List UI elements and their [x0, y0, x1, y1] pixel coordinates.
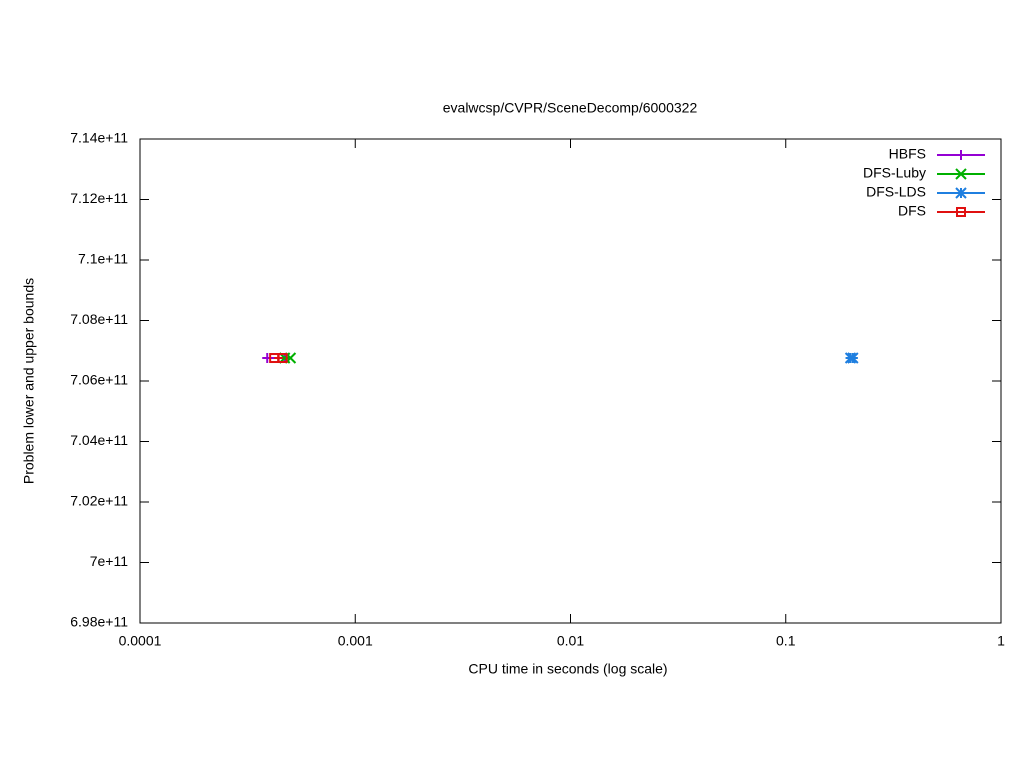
marker-square	[277, 353, 288, 364]
marker-stroke	[955, 187, 967, 199]
chart-title: evalwcsp/CVPR/SceneDecomp/6000322	[443, 100, 698, 116]
legend-label: DFS-Luby	[863, 165, 926, 181]
y-tick-label: 7.12e+11	[70, 190, 128, 206]
marker-stroke	[847, 352, 859, 364]
legend-marker	[955, 187, 967, 199]
marker-square	[956, 207, 966, 217]
y-tick-label: 7.02e+11	[70, 493, 128, 509]
x-tick-label: 0.1	[776, 633, 796, 649]
marker-stroke	[955, 168, 967, 180]
x-tick-label: 0.0001	[119, 633, 162, 649]
y-tick-label: 7.14e+11	[70, 130, 128, 146]
legend-label: HBFS	[889, 146, 926, 162]
y-tick-label: 7.06e+11	[70, 372, 128, 388]
marker	[277, 353, 288, 364]
legend-label: DFS-LDS	[866, 184, 926, 200]
y-tick-label: 7.1e+11	[78, 251, 128, 267]
legend-marker	[956, 150, 966, 160]
x-tick-label: 0.001	[338, 633, 373, 649]
y-tick-label: 7e+11	[90, 553, 128, 569]
x-axis-label: CPU time in seconds (log scale)	[468, 661, 667, 677]
legend-marker	[956, 207, 966, 217]
y-axis-label: Problem lower and upper bounds	[21, 278, 37, 484]
x-tick-label: 1	[997, 633, 1005, 649]
legend-label: DFS	[898, 203, 926, 219]
y-tick-label: 7.04e+11	[70, 432, 128, 448]
legend-marker	[955, 168, 967, 180]
x-tick-label: 0.01	[557, 633, 584, 649]
y-tick-label: 6.98e+11	[70, 614, 128, 630]
y-tick-label: 7.08e+11	[70, 311, 128, 327]
marker	[847, 352, 859, 364]
